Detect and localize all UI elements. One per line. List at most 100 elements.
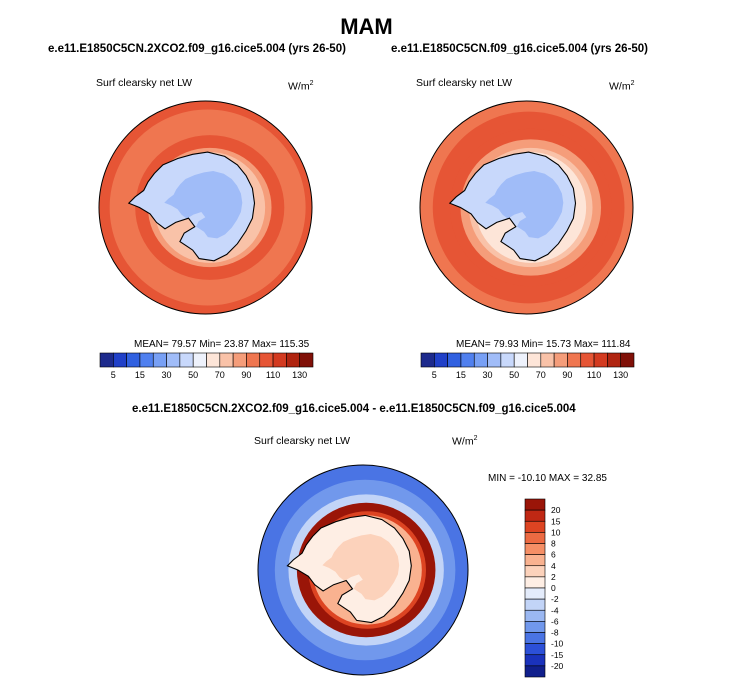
colorbar-box — [620, 352, 635, 368]
colorbar-box — [299, 352, 314, 368]
colorbar-tick-label: 110 — [266, 370, 280, 380]
colorbar-tick-label: 8 — [551, 539, 556, 549]
colorbar-tick-label: 6 — [551, 550, 556, 560]
colorbar-box — [527, 352, 542, 368]
map-border — [419, 100, 634, 315]
colorbar-box — [524, 520, 546, 533]
colorbar-tick-label: 110 — [587, 370, 601, 380]
colorbar-box — [246, 352, 261, 368]
diff-polar-map — [257, 464, 469, 676]
colorbar-box — [524, 632, 546, 644]
panel2-stats: MEAN= 79.93 Min= 15.73 Max= 111.84 — [456, 339, 631, 350]
colorbar-box — [524, 543, 546, 555]
colorbar-tick-label: 2 — [551, 572, 556, 582]
colorbar-tick-label: 4 — [551, 561, 556, 571]
colorbar-box — [524, 609, 546, 622]
antarctica-coastline — [127, 151, 256, 262]
map-field-layer — [258, 465, 468, 675]
map-border — [98, 100, 313, 315]
colorbar-box — [524, 654, 546, 667]
colorbar-box — [524, 665, 546, 678]
colorbar-box — [152, 352, 167, 368]
colorbar-box — [166, 352, 181, 368]
colorbar-tick-label: 5 — [432, 370, 437, 380]
panel2-colorbar: 5 15 30 50 70 90 110 130 — [420, 352, 635, 380]
colorbar-tick-label: -6 — [551, 616, 559, 626]
colorbar-box — [232, 352, 247, 368]
colorbar-box — [567, 352, 582, 368]
panel1-polar-map — [98, 100, 313, 315]
colorbar-box — [593, 352, 608, 368]
colorbar-box — [113, 352, 127, 368]
colorbar-tick-label: -15 — [551, 650, 564, 660]
colorbar-box — [206, 352, 221, 368]
colorbar-tick-label: 0 — [551, 583, 556, 593]
colorbar-box — [524, 598, 546, 611]
colorbar-tick-label: 15 — [551, 516, 561, 526]
colorbar-box — [487, 352, 502, 368]
colorbar-tick-label: 130 — [292, 370, 307, 380]
colorbar-box — [179, 352, 194, 368]
colorbar-box — [513, 352, 528, 368]
colorbar-tick-label: 30 — [162, 370, 172, 380]
colorbar-tick-label: -10 — [551, 639, 564, 649]
colorbar-box — [473, 352, 488, 368]
colorbar-box — [540, 352, 555, 368]
colorbar-box — [259, 352, 274, 368]
colorbar-box — [447, 352, 462, 368]
colorbar-tick-label: -20 — [551, 661, 564, 671]
colorbar-tick-label: 90 — [241, 370, 251, 380]
colorbar-box — [420, 352, 435, 368]
panel1-colorbar: 5 15 30 50 70 90 110 130 — [99, 352, 314, 380]
panel2-units: W/m2 — [609, 80, 635, 93]
colorbar-tick-label: -8 — [551, 628, 559, 638]
colorbar-box — [524, 576, 546, 589]
colorbar-box — [524, 565, 546, 578]
colorbar-tick-label: 90 — [562, 370, 572, 380]
panel1-case-title: e.e11.E1850C5CN.2XCO2.f09_g16.cice5.004 … — [48, 43, 346, 55]
colorbar-box — [286, 352, 300, 368]
panel2-variable-label: Surf clearsky net LW — [416, 77, 513, 89]
colorbar-box — [553, 352, 568, 368]
colorbar-box — [580, 352, 595, 368]
map-field-layer — [99, 101, 312, 314]
colorbar-tick-label: 30 — [483, 370, 493, 380]
colorbar-tick-label: 70 — [215, 370, 225, 380]
panel2-polar-map — [419, 100, 634, 315]
colorbar-tick-label: -2 — [551, 594, 559, 604]
colorbar-box — [99, 352, 114, 368]
panel1-units: W/m2 — [288, 80, 314, 93]
figure-title: MAM — [340, 14, 393, 39]
colorbar-box — [434, 352, 448, 368]
colorbar-tick-label: -4 — [551, 605, 559, 615]
colorbar-tick-label: 50 — [509, 370, 519, 380]
colorbar-box — [607, 352, 621, 368]
colorbar-box — [272, 352, 287, 368]
colorbar-tick-label: 130 — [613, 370, 628, 380]
colorbar-tick-label: 15 — [135, 370, 145, 380]
antarctica-coastline — [448, 151, 577, 262]
colorbar-box — [192, 352, 207, 368]
ice-interior-field — [164, 171, 243, 239]
colorbar-tick-label: 15 — [456, 370, 466, 380]
colorbar-box — [524, 532, 546, 544]
map-border — [257, 464, 469, 676]
colorbar-box — [139, 352, 154, 368]
panel1-variable-label: Surf clearsky net LW — [96, 77, 193, 89]
colorbar-tick-label: 20 — [551, 505, 561, 515]
map-field-layer — [420, 101, 633, 314]
colorbar-box — [500, 352, 515, 368]
colorbar-box — [460, 352, 475, 368]
colorbar-box — [219, 352, 234, 368]
diff-case-title: e.e11.E1850C5CN.2XCO2.f09_g16.cice5.004 … — [132, 403, 576, 415]
panel2-case-title: e.e11.E1850C5CN.f09_g16.cice5.004 (yrs 2… — [391, 43, 649, 55]
colorbar-tick-label: 70 — [536, 370, 546, 380]
colorbar-box — [524, 498, 546, 511]
diff-units: W/m2 — [452, 435, 478, 448]
colorbar-box — [524, 554, 546, 567]
panel1-stats: MEAN= 79.57 Min= 23.87 Max= 115.35 — [134, 339, 310, 350]
colorbar-tick-label: 50 — [188, 370, 198, 380]
colorbar-box — [126, 352, 141, 368]
colorbar-tick-label: 5 — [111, 370, 116, 380]
